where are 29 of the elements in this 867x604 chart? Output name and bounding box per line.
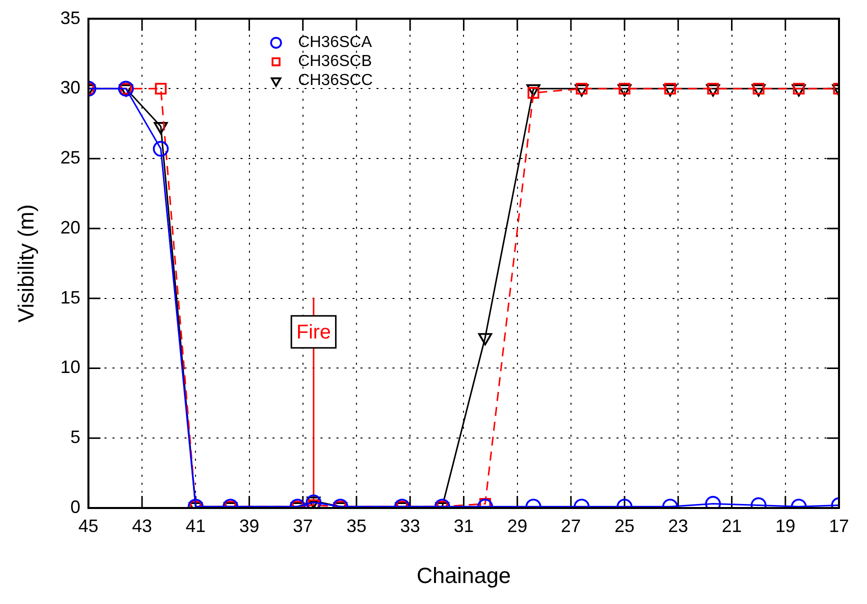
y-tick-label: 10 — [60, 357, 80, 378]
legend-label: CH36SCC — [298, 72, 373, 90]
y-tick-label: 35 — [60, 8, 80, 28]
x-tick-label: 25 — [614, 516, 635, 536]
x-tick-label: 33 — [400, 516, 420, 536]
x-tick-label: 37 — [292, 516, 313, 536]
y-axis-title: Visibility (m) — [13, 204, 38, 322]
y-tick-label: 5 — [70, 427, 80, 448]
x-tick-label: 29 — [507, 516, 528, 536]
x-tick-label: 19 — [775, 516, 796, 536]
legend-label: CH36SCA — [298, 34, 372, 52]
y-tick-label: 25 — [60, 148, 80, 168]
x-tick-label: 35 — [346, 516, 366, 536]
x-tick-label: 31 — [454, 516, 474, 536]
x-tick-label: 17 — [828, 516, 850, 536]
x-tick-label: 27 — [560, 516, 581, 536]
y-tick-label: 0 — [70, 496, 80, 517]
ref-line-label: Fire — [296, 321, 331, 344]
y-tick-label: 30 — [60, 78, 80, 98]
x-tick-label: 43 — [132, 516, 152, 536]
x-tick-label: 39 — [239, 516, 260, 536]
x-tick-label: 21 — [722, 516, 742, 536]
x-axis-title: Chainage — [416, 562, 511, 588]
x-tick-label: 45 — [78, 516, 98, 536]
y-tick-label: 20 — [60, 217, 80, 238]
x-tick-label: 41 — [186, 516, 206, 536]
y-tick-label: 15 — [60, 287, 80, 308]
x-tick-label: 23 — [668, 516, 688, 536]
legend-label: CH36SCB — [298, 53, 372, 70]
